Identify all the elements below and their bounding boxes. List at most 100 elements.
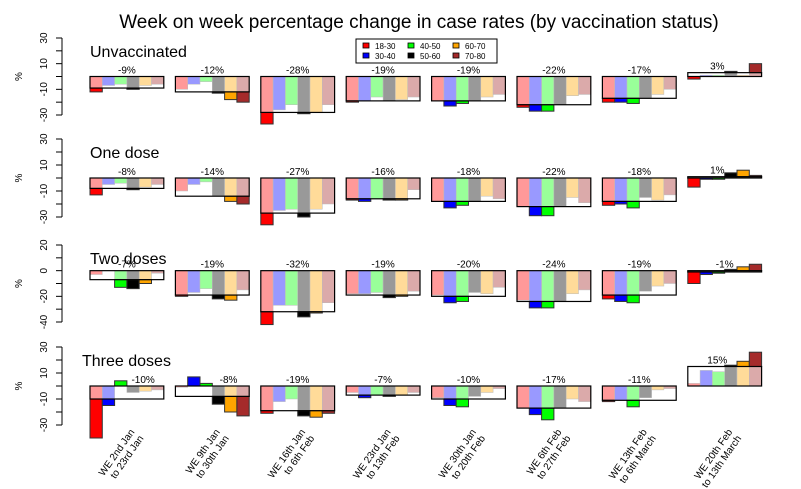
bar-50-60-pale bbox=[468, 76, 482, 102]
week-group: -22% bbox=[516, 167, 592, 217]
total-box bbox=[431, 177, 507, 202]
week-group: -27% bbox=[260, 167, 336, 226]
bar-50-60-pale bbox=[126, 270, 140, 280]
total-box bbox=[89, 270, 165, 281]
bar-50-60-pale bbox=[126, 385, 140, 393]
bar-60-70-pale bbox=[480, 270, 494, 295]
y-tick-label: -30 bbox=[39, 417, 50, 432]
x-tick-label: WE 13th Febto 6th March bbox=[607, 427, 659, 488]
bar-30-40-excess bbox=[443, 200, 457, 209]
total-box bbox=[687, 365, 763, 387]
total-label: -16% bbox=[371, 167, 394, 178]
bar-50-60-pale bbox=[553, 177, 567, 207]
total-box bbox=[174, 75, 250, 93]
bar-70-80-pale bbox=[322, 385, 335, 411]
bar-60-70-pale bbox=[395, 177, 408, 200]
bar-30-40-pale bbox=[272, 177, 286, 211]
bar-18-30-pale bbox=[602, 177, 615, 202]
bar-60-70-pale bbox=[651, 76, 665, 95]
bar-60-70-excess bbox=[736, 169, 750, 178]
bar-60-70-pale bbox=[395, 76, 408, 100]
bar-18-30-excess bbox=[687, 271, 701, 285]
total-label: -18% bbox=[628, 167, 651, 178]
total-label: 15% bbox=[707, 356, 727, 367]
bar-70-80-pale bbox=[236, 177, 250, 197]
bar-60-70-pale bbox=[138, 177, 152, 188]
bar-40-50-excess bbox=[455, 295, 470, 302]
y-tick-label: -40 bbox=[39, 314, 50, 329]
bar-60-70-excess bbox=[309, 410, 323, 418]
bar-70-80-excess bbox=[748, 63, 763, 74]
bar-50-60-pale bbox=[212, 270, 225, 296]
y-tick-label: -20 bbox=[39, 289, 50, 304]
bar-30-40-excess bbox=[187, 376, 201, 387]
y-tick-label: 30 bbox=[39, 133, 50, 145]
bar-70-80-excess bbox=[748, 263, 763, 272]
legend-label: 40-50 bbox=[420, 42, 441, 51]
panel-title: Unvaccinated bbox=[90, 44, 187, 61]
bar-60-70-pale bbox=[138, 270, 152, 280]
bar-30-40-pale bbox=[102, 177, 115, 185]
bar-70-80-pale bbox=[407, 177, 421, 190]
total-label: -24% bbox=[542, 260, 565, 271]
week-group: -16% bbox=[345, 167, 421, 202]
y-tick-label: 30 bbox=[39, 341, 50, 353]
bar-30-40-pale bbox=[358, 270, 372, 295]
bar-40-50-pale bbox=[285, 385, 298, 400]
bar-50-60-excess bbox=[297, 311, 311, 318]
bar-40-50-excess bbox=[626, 294, 640, 304]
bar-18-30-pale bbox=[260, 76, 274, 113]
bar-70-80-pale bbox=[663, 270, 677, 284]
bar-50-60-pale bbox=[553, 385, 567, 409]
total-box bbox=[260, 270, 336, 313]
total-label: -19% bbox=[371, 260, 394, 271]
week-group: -19% bbox=[174, 260, 250, 301]
bar-70-80-pale bbox=[749, 366, 762, 387]
legend-swatch bbox=[407, 42, 415, 49]
bar-60-70-pale bbox=[309, 270, 323, 312]
bar-50-60-excess bbox=[211, 395, 226, 405]
total-box bbox=[516, 385, 592, 409]
y-tick-label: -30 bbox=[39, 107, 50, 122]
panel-title: One dose bbox=[90, 145, 159, 162]
total-box bbox=[687, 270, 763, 273]
bar-60-70-pale bbox=[565, 177, 579, 198]
bar-18-30-pale bbox=[516, 385, 530, 409]
bar-30-40-pale bbox=[443, 76, 457, 102]
bar-50-60-pale bbox=[297, 177, 311, 214]
bar-40-50-pale bbox=[541, 177, 555, 207]
total-label: -19% bbox=[201, 260, 224, 271]
bar-50-60-pale bbox=[212, 385, 225, 397]
bar-18-30-excess bbox=[260, 111, 274, 125]
bar-40-50-pale bbox=[114, 177, 128, 184]
y-tick-label: 10 bbox=[39, 159, 50, 171]
bar-18-30-pale bbox=[516, 76, 530, 105]
total-box bbox=[431, 385, 507, 400]
bar-50-60-pale bbox=[297, 385, 311, 411]
bar-70-80-pale bbox=[151, 177, 165, 185]
bar-18-30-pale bbox=[516, 177, 530, 207]
bar-18-30-excess bbox=[260, 311, 274, 326]
total-box bbox=[89, 177, 165, 189]
bar-60-70-pale bbox=[565, 270, 579, 295]
bar-50-60-pale bbox=[468, 385, 482, 397]
bar-70-80-pale bbox=[236, 270, 250, 291]
bar-60-70-excess bbox=[224, 294, 238, 301]
week-group: -20% bbox=[431, 260, 507, 304]
bar-30-40-excess bbox=[528, 407, 543, 416]
bar-18-30-excess bbox=[687, 177, 701, 188]
bar-50-60-pale bbox=[639, 76, 652, 99]
y-tick-label: 10 bbox=[39, 367, 50, 379]
bar-50-60-excess bbox=[126, 279, 140, 290]
bar-18-30-pale bbox=[89, 76, 103, 89]
bar-30-40-excess bbox=[443, 100, 457, 107]
bar-40-50-pale bbox=[626, 177, 640, 202]
bar-50-60-pale bbox=[126, 177, 140, 189]
x-tick-label: WE 6th Febto 27th Feb bbox=[525, 427, 574, 483]
bar-30-40-pale bbox=[102, 76, 115, 86]
total-box bbox=[89, 385, 165, 400]
bar-30-40-pale bbox=[614, 270, 628, 296]
bar-60-70-pale bbox=[138, 76, 152, 86]
bar-50-60-pale bbox=[297, 270, 311, 312]
